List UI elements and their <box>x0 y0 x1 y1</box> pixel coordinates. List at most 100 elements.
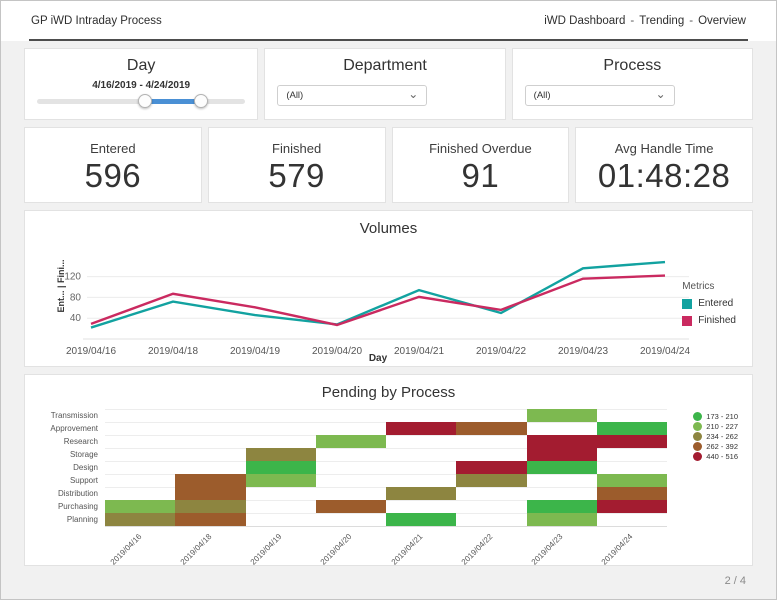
heatmap-cell[interactable] <box>245 435 316 448</box>
heatmap-cell[interactable] <box>105 513 176 526</box>
nav-item-overview[interactable]: Overview <box>698 15 746 27</box>
heatmap-cell[interactable] <box>386 448 457 461</box>
heatmap-x-label: 2019/04/18 <box>178 532 214 567</box>
heatmap-cell[interactable] <box>596 500 667 513</box>
heatmap-cell[interactable] <box>526 474 597 487</box>
page-title: GP iWD Intraday Process <box>31 15 162 27</box>
department-select-value: (All) <box>286 90 304 101</box>
heatmap-cell[interactable] <box>456 409 527 422</box>
day-range-slider[interactable] <box>37 94 246 109</box>
heatmap-cell[interactable] <box>245 461 316 474</box>
heatmap-cell[interactable] <box>105 487 176 500</box>
heatmap-cell[interactable] <box>245 487 316 500</box>
heatmap-cell[interactable] <box>456 435 527 448</box>
heatmap-cell[interactable] <box>386 500 457 513</box>
heatmap-cell[interactable] <box>245 500 316 513</box>
kpi-label: Finished Overdue <box>429 141 532 156</box>
nav-separator: - <box>689 15 694 27</box>
heatmap-cell[interactable] <box>245 513 316 526</box>
heatmap-cell[interactable] <box>526 487 597 500</box>
heatmap-cell[interactable] <box>456 461 527 474</box>
heatmap-cell[interactable] <box>315 474 386 487</box>
heatmap-cell[interactable] <box>175 474 246 487</box>
heatmap-cell[interactable] <box>526 435 597 448</box>
heatmap-cell[interactable] <box>105 435 176 448</box>
heatmap-cell[interactable] <box>175 513 246 526</box>
heatmap-cell[interactable] <box>315 448 386 461</box>
heatmap-cell[interactable] <box>105 422 176 435</box>
heatmap-cell[interactable] <box>596 513 667 526</box>
slider-handle-start[interactable] <box>138 94 153 108</box>
kpi-label: Avg Handle Time <box>614 141 714 156</box>
kpi-card-finished-overdue: Finished Overdue 91 <box>391 127 570 203</box>
volumes-plot[interactable]: 40 80 120 2019/04/16 2019/04/18 2019/04/19 201… <box>25 239 754 361</box>
nav-item-dashboard[interactable]: iWD Dashboard <box>544 15 626 27</box>
heatmap-cell[interactable] <box>596 474 667 487</box>
heatmap-cell[interactable] <box>315 435 386 448</box>
heatmap-cell[interactable] <box>526 461 597 474</box>
heatmap-cell[interactable] <box>105 409 176 422</box>
heatmap-cell[interactable] <box>526 422 597 435</box>
heatmap-cell[interactable] <box>526 513 597 526</box>
heatmap-cell[interactable] <box>526 448 597 461</box>
series-line-finished[interactable] <box>90 274 666 327</box>
department-select[interactable]: (All) ⌄ <box>277 85 428 106</box>
legend-range-label: 234 - 262 <box>706 431 738 441</box>
heatmap-legend-item: 173 - 210 <box>693 411 738 421</box>
day-filter-card: Day 4/16/2019 - 4/24/2019 <box>24 48 259 120</box>
heatmap-cell[interactable] <box>175 409 246 422</box>
heatmap-cell[interactable] <box>175 487 246 500</box>
legend-range-label: 262 - 392 <box>706 441 738 451</box>
heatmap-cell[interactable] <box>596 409 667 422</box>
heatmap-cell[interactable] <box>386 422 457 435</box>
heatmap-cell[interactable] <box>315 409 386 422</box>
heatmap-cell[interactable] <box>175 422 246 435</box>
heatmap-cell[interactable] <box>386 487 457 500</box>
heatmap-cell[interactable] <box>456 487 527 500</box>
slider-handle-end[interactable] <box>194 94 209 108</box>
x-tick-label: 2019/04/16 <box>66 346 116 357</box>
heatmap-cell[interactable] <box>386 474 457 487</box>
heatmap-cell[interactable] <box>245 409 316 422</box>
heatmap-cell[interactable] <box>175 500 246 513</box>
heatmap-cell[interactable] <box>315 513 386 526</box>
legend-item-entered[interactable]: Entered <box>682 298 736 309</box>
heatmap-cell[interactable] <box>315 461 386 474</box>
heatmap-cell[interactable] <box>315 422 386 435</box>
nav-item-trending[interactable]: Trending <box>639 15 685 27</box>
heatmap-cell[interactable] <box>175 461 246 474</box>
heatmap-cell[interactable] <box>596 487 667 500</box>
heatmap-cell[interactable] <box>245 474 316 487</box>
heatmap-cell[interactable] <box>596 448 667 461</box>
process-select[interactable]: (All) ⌄ <box>524 85 675 106</box>
heatmap-cell[interactable] <box>456 513 527 526</box>
legend-dot-icon <box>693 411 703 421</box>
heatmap-cell[interactable] <box>456 500 527 513</box>
heatmap-cell[interactable] <box>596 422 667 435</box>
heatmap-cell[interactable] <box>105 474 176 487</box>
heatmap-cell[interactable] <box>526 500 597 513</box>
heatmap-cell[interactable] <box>456 474 527 487</box>
heatmap-cell[interactable] <box>386 461 457 474</box>
heatmap-cell[interactable] <box>596 435 667 448</box>
heatmap-cell[interactable] <box>456 448 527 461</box>
heatmap-cell[interactable] <box>245 422 316 435</box>
heatmap-cell[interactable] <box>596 461 667 474</box>
series-line-entered[interactable] <box>90 260 666 329</box>
heatmap-cell[interactable] <box>245 448 316 461</box>
pending-chart-card: Pending by Process Transmission Approveme… <box>24 374 753 567</box>
legend-item-finished[interactable]: Finished <box>682 315 736 326</box>
heatmap-cell[interactable] <box>315 487 386 500</box>
heatmap-cell[interactable] <box>456 422 527 435</box>
heatmap-cell[interactable] <box>175 435 246 448</box>
heatmap-cell[interactable] <box>386 409 457 422</box>
heatmap-cell[interactable] <box>315 500 386 513</box>
heatmap-cell[interactable] <box>386 513 457 526</box>
heatmap-cell[interactable] <box>105 448 176 461</box>
heatmap-cell[interactable] <box>386 435 457 448</box>
heatmap-cell[interactable] <box>175 448 246 461</box>
heatmap-cell[interactable] <box>105 461 176 474</box>
heatmap-x-tick: 2019/04/23 <box>526 526 597 567</box>
heatmap-cell[interactable] <box>105 500 176 513</box>
heatmap-cell[interactable] <box>526 409 597 422</box>
